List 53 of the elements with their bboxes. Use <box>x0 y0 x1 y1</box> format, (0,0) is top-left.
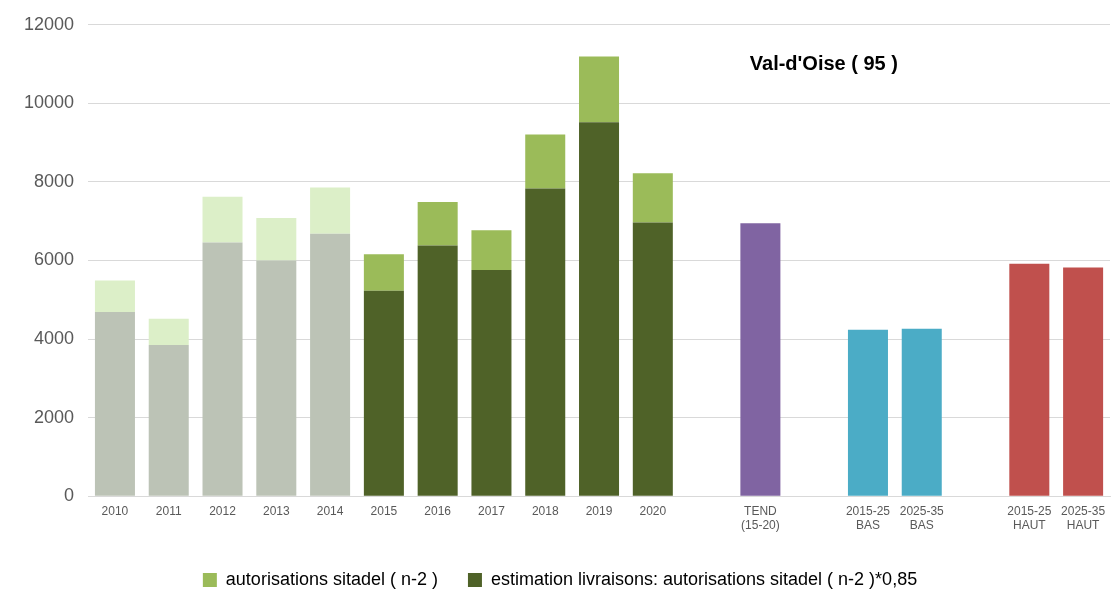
bar <box>148 318 189 345</box>
y-tick-label: 0 <box>64 485 75 506</box>
bar <box>632 222 673 496</box>
bar <box>148 344 189 496</box>
bar <box>417 201 458 246</box>
bar <box>363 290 404 496</box>
bar <box>1009 263 1050 496</box>
bar <box>310 187 351 234</box>
y-tick-label: 2000 <box>34 406 75 427</box>
x-tick-label: 2016 <box>424 503 452 518</box>
bar <box>901 328 942 496</box>
x-tick-label: 2017 <box>478 503 506 518</box>
x-tick-label: 2019 <box>585 503 613 518</box>
x-tick-label: 2015-25 BAS <box>845 503 891 533</box>
x-tick-label: 2018 <box>531 503 559 518</box>
bar <box>202 242 243 496</box>
bar <box>525 134 566 189</box>
bar <box>310 233 351 496</box>
bar <box>256 260 297 496</box>
bar <box>202 196 243 243</box>
x-tick-label: 2015 <box>370 503 398 518</box>
x-tick-label: 2025-35 HAUT <box>1061 503 1106 533</box>
y-tick-label: 10000 <box>23 92 75 113</box>
y-tick-label: 12000 <box>23 13 75 34</box>
x-tick-label: 2010 <box>101 503 129 518</box>
bar <box>525 188 566 496</box>
bar <box>847 329 888 496</box>
bar <box>579 122 620 496</box>
bar <box>471 230 512 270</box>
x-tick-label: 2020 <box>639 503 667 518</box>
bar <box>632 173 673 223</box>
x-tick-label: TEND (15-20) <box>741 503 780 533</box>
y-tick-label: 6000 <box>34 249 75 270</box>
bar <box>471 269 512 496</box>
x-tick-label: 2013 <box>262 503 290 518</box>
bar <box>256 218 297 261</box>
x-tick-label: 2014 <box>316 503 344 518</box>
legend-label: autorisations sitadel ( n-2 ) <box>225 568 438 589</box>
bar <box>94 280 135 312</box>
y-tick-label: 4000 <box>34 328 75 349</box>
bar <box>417 245 458 496</box>
bar <box>94 311 135 496</box>
x-tick-label: 2015-25 HAUT <box>1007 503 1052 533</box>
x-tick-label: 2012 <box>209 503 237 518</box>
bar <box>579 56 620 123</box>
bar <box>740 223 781 496</box>
y-tick-label: 8000 <box>34 170 75 191</box>
text: Val-d'Oise ( 95 ) <box>749 52 898 75</box>
bar <box>1063 267 1104 496</box>
x-tick-label: 2011 <box>155 503 182 518</box>
bar <box>363 254 404 291</box>
legend-label: estimation livraisons: autorisations sitadel ( n-2 )*0,85 <box>490 568 918 589</box>
x-tick-label: 2025-35 BAS <box>899 503 945 533</box>
